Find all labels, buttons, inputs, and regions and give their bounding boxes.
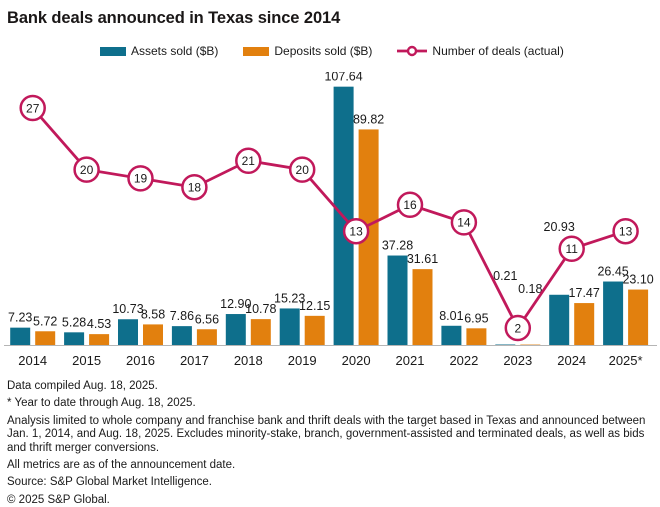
assets-value-label: 5.28: [62, 315, 86, 329]
deal-count-label: 11: [565, 242, 578, 256]
assets-bar: [118, 319, 138, 345]
deposits-value-label: 4.53: [87, 317, 111, 331]
assets-bar: [64, 332, 84, 345]
deposits-bar: [466, 328, 486, 345]
deposits-bar: [628, 290, 648, 345]
deposits-value-label: 89.82: [353, 112, 384, 126]
assets-bar: [388, 256, 408, 345]
legend-label-assets: Assets sold ($B): [131, 44, 218, 58]
footnote-source: Source: S&P Global Market Intelligence.: [7, 476, 655, 489]
deposits-value-label: 31.61: [407, 252, 438, 266]
legend-label-deals: Number of deals (actual): [432, 44, 563, 58]
assets-value-label: 107.64: [324, 72, 362, 84]
assets-bar: [172, 326, 192, 345]
chart-title: Bank deals announced in Texas since 2014: [0, 0, 660, 28]
deposits-bar: [251, 319, 271, 345]
x-tick-label: 2021: [396, 353, 425, 368]
assets-bar: [10, 328, 30, 345]
assets-bar: [280, 308, 300, 345]
deposits-bar: [35, 331, 55, 345]
assets-bar: [495, 344, 515, 345]
deal-count-label: 18: [188, 181, 202, 195]
deposits-value-label: 17.47: [569, 286, 600, 300]
deal-count-label: 14: [457, 216, 471, 230]
x-tick-label: 2025*: [609, 353, 643, 368]
deal-count-label: 27: [26, 101, 40, 115]
deal-count-label: 21: [242, 154, 256, 168]
deal-count-label: 13: [349, 225, 363, 239]
legend-item-number-of-deals: Number of deals (actual): [397, 44, 563, 58]
deposits-bar: [413, 269, 433, 345]
assets-value-label: 0.21: [493, 269, 517, 283]
deposits-value-label: 10.78: [245, 302, 276, 316]
footnotes: Data compiled Aug. 18, 2025. * Year to d…: [7, 380, 655, 507]
deposits-value-label: 6.95: [464, 311, 488, 325]
deal-count-label: 2: [514, 321, 521, 335]
assets-bar: [441, 326, 461, 345]
deposits-bar: [574, 303, 594, 345]
x-tick-label: 2019: [288, 353, 317, 368]
footnote-metrics: All metrics are as of the announcement d…: [7, 459, 655, 472]
footnote-analysis: Analysis limited to whole company and fr…: [7, 415, 655, 455]
legend-item-deposits-sold: Deposits sold ($B): [243, 44, 372, 58]
assets-value-label: 8.01: [439, 309, 463, 323]
footnote-ytd: * Year to date through Aug. 18, 2025.: [7, 397, 655, 410]
assets-bar-swatch-icon: [100, 47, 126, 56]
assets-value-label: 37.28: [382, 239, 413, 253]
deposits-bar: [197, 329, 217, 345]
deposits-bar: [143, 324, 163, 345]
deal-count-label: 13: [619, 225, 633, 239]
assets-value-label: 7.86: [170, 309, 194, 323]
deposits-value-label: 12.15: [299, 299, 330, 313]
x-tick-label: 2017: [180, 353, 209, 368]
x-tick-label: 2020: [342, 353, 371, 368]
x-tick-label: 2022: [449, 353, 478, 368]
legend-item-assets-sold: Assets sold ($B): [100, 44, 218, 58]
assets-value-label: 20.93: [544, 220, 575, 234]
assets-value-label: 10.73: [112, 302, 143, 316]
assets-bar: [549, 295, 569, 345]
x-tick-label: 2023: [503, 353, 532, 368]
deposits-value-label: 0.18: [518, 282, 542, 296]
deal-count-label: 16: [403, 198, 417, 212]
footnote-data-compiled: Data compiled Aug. 18, 2025.: [7, 380, 655, 393]
x-tick-label: 2016: [126, 353, 155, 368]
x-tick-label: 2024: [557, 353, 586, 368]
x-tick-label: 2015: [72, 353, 101, 368]
chart-legend: Assets sold ($B) Deposits sold ($B) Numb…: [100, 44, 660, 58]
deposits-value-label: 23.10: [622, 273, 653, 287]
deal-count-label: 19: [134, 172, 148, 186]
deal-count-label: 20: [80, 163, 94, 177]
line-circle-marker-icon: [397, 45, 427, 57]
assets-bar: [603, 282, 623, 345]
x-tick-label: 2018: [234, 353, 263, 368]
deposits-value-label: 8.58: [141, 307, 165, 321]
assets-value-label: 7.23: [8, 311, 32, 325]
legend-label-deposits: Deposits sold ($B): [274, 44, 372, 58]
deposits-value-label: 6.56: [195, 312, 219, 326]
deposits-value-label: 5.72: [33, 314, 57, 328]
x-tick-label: 2014: [18, 353, 47, 368]
footnote-copyright: © 2025 S&P Global.: [7, 494, 655, 507]
deal-count-label: 20: [296, 163, 310, 177]
deposits-bar-swatch-icon: [243, 47, 269, 56]
deposits-bar: [89, 334, 109, 345]
deposits-bar: [305, 316, 325, 345]
assets-bar: [226, 314, 246, 345]
